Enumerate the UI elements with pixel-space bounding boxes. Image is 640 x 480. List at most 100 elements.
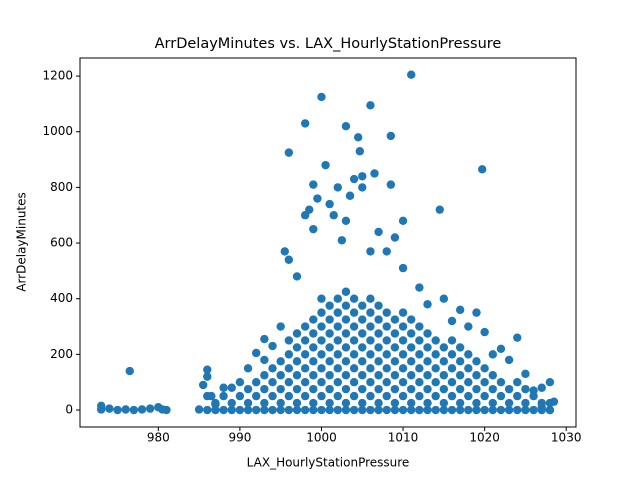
point <box>431 350 440 359</box>
point <box>521 384 530 394</box>
point <box>333 405 342 415</box>
point <box>374 405 383 415</box>
point <box>423 343 432 352</box>
point <box>374 398 383 408</box>
point <box>549 397 559 406</box>
point <box>121 405 130 414</box>
point <box>464 364 473 373</box>
point <box>374 227 383 237</box>
point <box>333 322 342 331</box>
point <box>398 263 408 273</box>
point <box>521 398 530 408</box>
point <box>358 357 367 366</box>
point <box>537 383 546 392</box>
x-tick-label: 1020 <box>469 431 500 445</box>
point <box>341 371 351 380</box>
point <box>374 357 383 366</box>
point <box>284 255 294 264</box>
point <box>349 294 359 303</box>
point <box>317 405 326 415</box>
point <box>439 405 449 415</box>
point <box>300 405 310 415</box>
point <box>300 322 310 331</box>
point <box>317 377 326 387</box>
x-tick-label: 990 <box>228 431 251 445</box>
axes-frame <box>79 57 577 428</box>
point <box>431 391 440 401</box>
point <box>292 329 302 338</box>
point <box>464 322 473 331</box>
point <box>390 329 400 338</box>
point <box>317 364 326 373</box>
point <box>243 384 253 394</box>
point <box>415 322 424 331</box>
point <box>407 329 416 338</box>
point <box>447 391 457 401</box>
point <box>219 405 228 415</box>
point <box>382 405 391 415</box>
point <box>243 398 253 408</box>
point <box>349 174 359 184</box>
point <box>333 336 342 345</box>
point <box>333 294 342 303</box>
point <box>300 364 310 373</box>
point <box>464 405 473 415</box>
y-axis-label: ArrDelayMinutes <box>15 192 29 292</box>
point <box>358 405 367 415</box>
point <box>252 405 261 415</box>
point <box>504 398 514 408</box>
point <box>333 391 342 401</box>
y-tick-label: 600 <box>50 236 73 250</box>
point <box>284 405 294 415</box>
point <box>227 398 236 408</box>
point <box>284 336 294 345</box>
point <box>292 405 302 415</box>
point <box>309 371 318 380</box>
point <box>477 165 487 174</box>
point <box>415 364 424 373</box>
point <box>349 350 359 359</box>
point <box>353 133 363 142</box>
point <box>366 350 375 359</box>
point <box>366 322 375 331</box>
point <box>447 377 457 387</box>
point <box>309 315 318 324</box>
point <box>439 357 449 366</box>
point <box>431 336 440 345</box>
point <box>235 391 245 401</box>
point <box>480 377 489 387</box>
point <box>260 384 269 394</box>
point <box>325 357 334 366</box>
point <box>284 148 294 157</box>
point <box>439 343 449 352</box>
point <box>398 377 408 387</box>
point <box>207 391 216 401</box>
point <box>488 384 497 394</box>
point <box>203 405 212 415</box>
point <box>423 357 432 366</box>
point <box>284 350 294 359</box>
point <box>235 377 245 387</box>
point <box>325 384 334 394</box>
point <box>349 364 359 373</box>
point <box>333 377 342 387</box>
point <box>423 384 432 394</box>
point <box>349 308 359 317</box>
point <box>341 329 351 338</box>
point <box>382 336 391 345</box>
point <box>537 403 546 412</box>
point <box>390 233 400 242</box>
point <box>268 341 277 351</box>
point <box>300 391 310 401</box>
point <box>407 371 416 380</box>
point <box>496 405 506 415</box>
point <box>374 371 383 380</box>
point <box>333 308 342 317</box>
point <box>341 287 351 296</box>
point <box>203 372 212 381</box>
point <box>325 405 334 415</box>
point <box>292 272 302 281</box>
point <box>325 371 334 380</box>
point <box>129 405 139 415</box>
